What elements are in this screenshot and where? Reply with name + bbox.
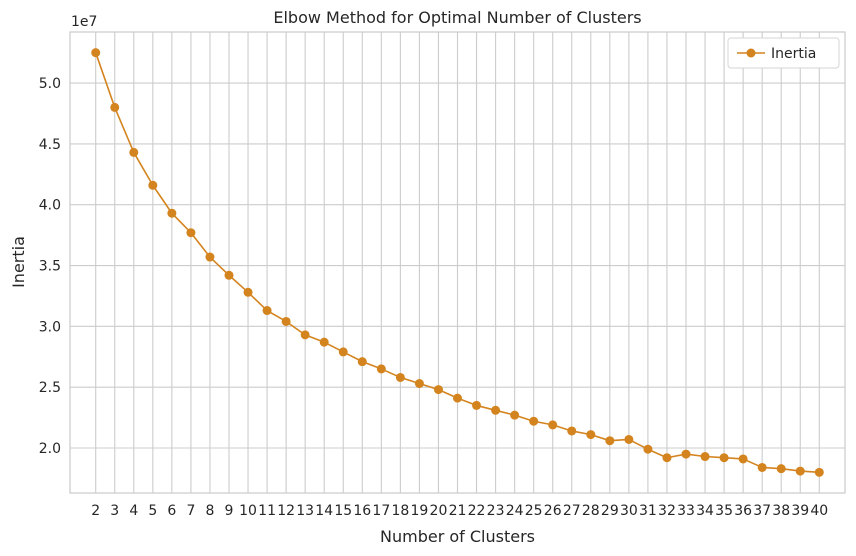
x-tick-label: 22 bbox=[468, 503, 486, 519]
data-point bbox=[357, 357, 367, 367]
data-point bbox=[795, 466, 805, 476]
data-point bbox=[681, 449, 691, 459]
x-tick-label: 2 bbox=[91, 503, 100, 519]
data-point bbox=[586, 430, 596, 440]
legend-marker-sample bbox=[746, 48, 756, 58]
data-point bbox=[262, 306, 272, 316]
x-tick-label: 15 bbox=[334, 503, 352, 519]
y-tick-label: 3.5 bbox=[39, 259, 61, 275]
x-tick-label: 36 bbox=[734, 503, 752, 519]
x-tick-label: 6 bbox=[167, 503, 176, 519]
data-point bbox=[91, 48, 101, 58]
x-tick-label: 14 bbox=[315, 503, 333, 519]
data-point bbox=[567, 426, 577, 436]
data-point bbox=[167, 208, 177, 218]
y-tick-label: 4.5 bbox=[39, 137, 61, 153]
chart-title: Elbow Method for Optimal Number of Clust… bbox=[273, 8, 641, 27]
x-tick-label: 23 bbox=[487, 503, 505, 519]
data-point bbox=[129, 147, 139, 157]
tick-layer: 2 3 4 5 6 7 8 9 10 11 12 13 14 15 16 17 18 19 20 21 22 23 24 25… bbox=[39, 76, 828, 519]
y-tick-label: 2.5 bbox=[39, 380, 61, 396]
data-point bbox=[338, 347, 348, 357]
data-point bbox=[205, 252, 215, 262]
x-tick-label: 5 bbox=[148, 503, 157, 519]
x-tick-label: 11 bbox=[258, 503, 276, 519]
data-point bbox=[110, 102, 120, 112]
x-tick-label: 34 bbox=[696, 503, 714, 519]
data-point bbox=[224, 270, 234, 280]
x-tick-label: 28 bbox=[582, 503, 600, 519]
x-tick-label: 24 bbox=[506, 503, 524, 519]
x-tick-label: 4 bbox=[129, 503, 138, 519]
grid-layer bbox=[70, 32, 845, 493]
data-point bbox=[738, 454, 748, 464]
data-point bbox=[433, 385, 443, 395]
y-tick-label: 5.0 bbox=[39, 76, 61, 92]
data-point bbox=[148, 180, 158, 190]
legend: Inertia bbox=[727, 37, 840, 69]
data-point bbox=[700, 452, 710, 462]
y-axis-multiplier: 1e7 bbox=[71, 14, 97, 30]
data-point bbox=[376, 364, 386, 374]
data-point bbox=[491, 405, 501, 415]
data-point bbox=[414, 379, 424, 389]
x-tick-label: 39 bbox=[791, 503, 809, 519]
x-tick-label: 29 bbox=[601, 503, 619, 519]
x-tick-label: 33 bbox=[677, 503, 695, 519]
y-tick-label: 3.0 bbox=[39, 319, 61, 335]
y-tick-label: 4.0 bbox=[39, 198, 61, 214]
data-point bbox=[529, 416, 539, 426]
x-tick-label: 20 bbox=[430, 503, 448, 519]
legend-box bbox=[727, 37, 840, 69]
x-tick-label: 35 bbox=[715, 503, 733, 519]
data-point bbox=[395, 372, 405, 382]
x-tick-label: 37 bbox=[753, 503, 771, 519]
x-tick-label: 19 bbox=[411, 503, 429, 519]
data-point bbox=[643, 444, 653, 454]
x-tick-label: 3 bbox=[110, 503, 119, 519]
data-point bbox=[281, 316, 291, 326]
data-point bbox=[186, 228, 196, 238]
data-point bbox=[548, 420, 558, 430]
series-layer bbox=[91, 48, 824, 477]
data-point bbox=[814, 467, 824, 477]
x-tick-label: 9 bbox=[225, 503, 234, 519]
legend-label-inertia: Inertia bbox=[771, 46, 816, 62]
y-tick-label: 2.0 bbox=[39, 441, 61, 457]
data-point bbox=[757, 462, 767, 472]
x-tick-label: 13 bbox=[296, 503, 314, 519]
x-tick-label: 27 bbox=[563, 503, 581, 519]
x-tick-label: 10 bbox=[239, 503, 257, 519]
data-point bbox=[472, 400, 482, 410]
data-point bbox=[662, 453, 672, 463]
y-axis-label: Inertia bbox=[9, 236, 28, 288]
data-point bbox=[624, 434, 634, 444]
x-tick-label: 25 bbox=[525, 503, 543, 519]
data-point bbox=[719, 453, 729, 463]
x-tick-label: 30 bbox=[620, 503, 638, 519]
x-tick-label: 16 bbox=[353, 503, 371, 519]
x-tick-label: 38 bbox=[772, 503, 790, 519]
x-tick-label: 26 bbox=[544, 503, 562, 519]
data-point bbox=[605, 436, 615, 446]
x-tick-label: 12 bbox=[277, 503, 295, 519]
data-point bbox=[510, 410, 520, 420]
data-point bbox=[319, 337, 329, 347]
x-tick-label: 21 bbox=[449, 503, 467, 519]
x-tick-label: 8 bbox=[205, 503, 214, 519]
data-point bbox=[776, 464, 786, 474]
x-tick-label: 18 bbox=[391, 503, 409, 519]
x-tick-label: 31 bbox=[639, 503, 657, 519]
x-tick-label: 40 bbox=[810, 503, 828, 519]
data-point bbox=[300, 330, 310, 340]
data-point bbox=[243, 287, 253, 297]
plot-frame bbox=[69, 31, 846, 494]
data-point bbox=[453, 393, 462, 403]
x-axis-label: Number of Clusters bbox=[380, 527, 535, 546]
x-tick-label: 7 bbox=[186, 503, 195, 519]
x-tick-label: 17 bbox=[372, 503, 390, 519]
x-tick-label: 32 bbox=[658, 503, 676, 519]
